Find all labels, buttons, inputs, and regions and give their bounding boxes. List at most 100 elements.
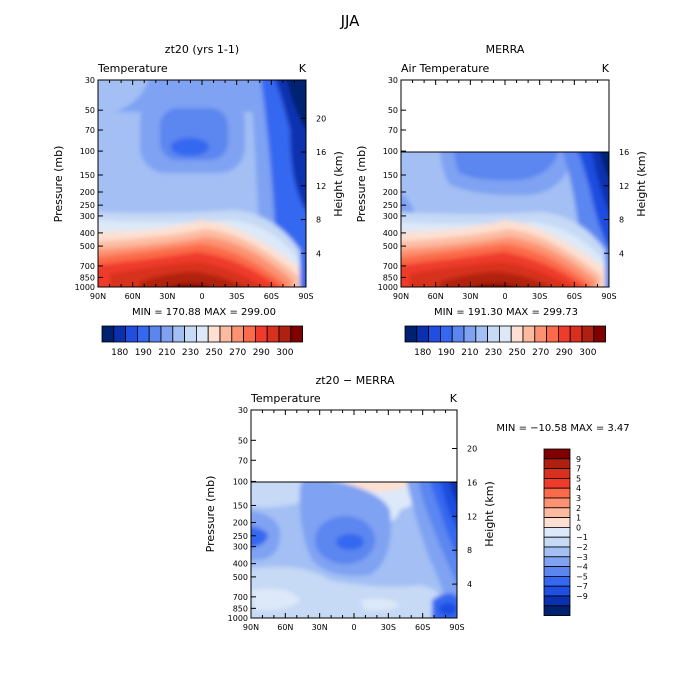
colorbar-label: −2 — [576, 543, 588, 552]
colorbar-label: 230 — [182, 348, 199, 358]
colorbar-swatch — [266, 325, 280, 343]
y-tick-label: 250 — [383, 201, 398, 210]
colorbar-swatch — [569, 325, 583, 343]
colorbar-swatch — [439, 325, 453, 343]
y-tick-label: 1000 — [75, 283, 95, 292]
y-tick-label: 100 — [383, 147, 398, 156]
panel-diff: zt20 − MERRA Temperature K — [204, 374, 630, 632]
colorbar-swatch — [543, 566, 571, 577]
colorbar-swatch — [290, 325, 303, 343]
colorbar-swatch — [463, 325, 477, 343]
colorbar-swatch — [546, 325, 559, 343]
y-tick-label: 70 — [85, 126, 95, 135]
y-tick-label: 150 — [80, 171, 95, 180]
colorbar-label: 300 — [276, 348, 293, 358]
panel-merra-unit: K — [602, 62, 610, 75]
y-tick-label: 300 — [233, 543, 248, 552]
colorbar-swatch — [219, 325, 233, 343]
colorbar-swatch — [451, 325, 465, 343]
y-tick-label: 850 — [233, 604, 248, 613]
y-tick-label: 70 — [238, 456, 248, 465]
colorbar-swatch — [278, 325, 292, 343]
colorbar-swatch — [184, 325, 197, 343]
colorbar-swatch — [254, 325, 268, 343]
x-tick-label: 0 — [351, 623, 356, 632]
colorbar-label: 290 — [556, 348, 573, 358]
y-tick-label: 300 — [383, 212, 398, 221]
y-tick-label: 50 — [388, 106, 398, 115]
panel-diff-contours — [251, 482, 457, 618]
height-tick-label: 8 — [619, 216, 624, 225]
panel-merra-variable: Air Temperature — [401, 62, 490, 75]
colorbar-swatch — [543, 546, 571, 558]
x-tick-label: 90N — [243, 623, 259, 632]
panel-model-axes: 90N 60N 30N 0 30S 60S 90S 30 50 70 100 150 200 250 300… — [75, 76, 327, 301]
colorbar-swatch — [543, 448, 571, 460]
colorbar-label: 250 — [509, 348, 526, 358]
x-tick-label: 90S — [601, 292, 616, 301]
panel-merra-contours — [401, 152, 609, 287]
height-tick-label: 16 — [467, 478, 477, 487]
colorbar-label: 230 — [485, 348, 502, 358]
height-tick-label: 8 — [467, 546, 472, 555]
y-tick-label: 30 — [388, 76, 398, 85]
colorbar-swatch — [475, 325, 488, 343]
colorbar-label: 180 — [111, 348, 128, 358]
colorbar-swatch — [113, 325, 127, 343]
colorbar-swatch — [543, 605, 571, 616]
height-tick-label: 20 — [316, 114, 326, 123]
height-tick-label: 12 — [619, 182, 629, 191]
colorbar-label: −4 — [576, 563, 588, 572]
x-tick-label: 30N — [159, 292, 175, 301]
colorbar-label: 270 — [229, 348, 246, 358]
colorbar-label: 250 — [206, 348, 223, 358]
colorbar-swatch — [195, 325, 209, 343]
x-tick-label: 60N — [125, 292, 141, 301]
panel-merra: MERRA Air Temperature K — [355, 43, 648, 358]
colorbar-label: 180 — [414, 348, 431, 358]
colorbar-label: 3 — [576, 494, 581, 503]
y-tick-label: 30 — [85, 76, 95, 85]
height-tick-label: 12 — [316, 182, 326, 191]
colorbar-label: 5 — [576, 474, 581, 483]
colorbar-swatch — [543, 556, 571, 567]
y-tick-label: 400 — [233, 560, 248, 569]
colorbar-label: 7 — [576, 465, 581, 474]
colorbar-swatch — [543, 595, 571, 607]
colorbar-label: 2 — [576, 504, 581, 513]
panel-model-ylabel: Pressure (mb) — [52, 146, 65, 223]
colorbar-swatch — [543, 468, 571, 479]
colorbar-swatch — [404, 325, 418, 343]
colorbar-label: −9 — [576, 592, 588, 601]
colorbar-swatch — [543, 585, 571, 597]
x-tick-label: 0 — [502, 292, 507, 301]
panel-model-unit: K — [299, 62, 307, 75]
colorbar-swatch — [593, 325, 606, 343]
panel-diff-title: zt20 − MERRA — [315, 374, 395, 387]
colorbar-swatch — [534, 325, 547, 343]
colorbar-swatch — [543, 497, 571, 509]
colorbar-label: 210 — [461, 348, 478, 358]
x-tick-label: 0 — [199, 292, 204, 301]
y-tick-label: 300 — [80, 212, 95, 221]
y-tick-label: 70 — [388, 126, 398, 135]
colorbar-label: 1 — [576, 514, 581, 523]
colorbar-swatch — [510, 325, 524, 343]
y-tick-label: 700 — [233, 593, 248, 602]
colorbar-swatch — [543, 458, 571, 469]
colorbar-swatch — [543, 527, 571, 538]
y-tick-label: 100 — [80, 147, 95, 156]
y-tick-label: 30 — [238, 406, 248, 415]
colorbar-swatch — [172, 325, 186, 343]
y-tick-label: 850 — [80, 273, 95, 282]
colorbar-swatch — [207, 325, 221, 343]
y-tick-label: 200 — [383, 188, 398, 197]
colorbar-swatch — [543, 517, 571, 528]
colorbar-label: −5 — [576, 572, 588, 581]
colorbar-label: 270 — [532, 348, 549, 358]
colorbar-swatch — [522, 325, 536, 343]
colorbar-swatch — [148, 325, 162, 343]
panel-diff-ylabel-right: Height (km) — [483, 481, 496, 547]
panel-model-ylabel-right: Height (km) — [332, 151, 345, 217]
